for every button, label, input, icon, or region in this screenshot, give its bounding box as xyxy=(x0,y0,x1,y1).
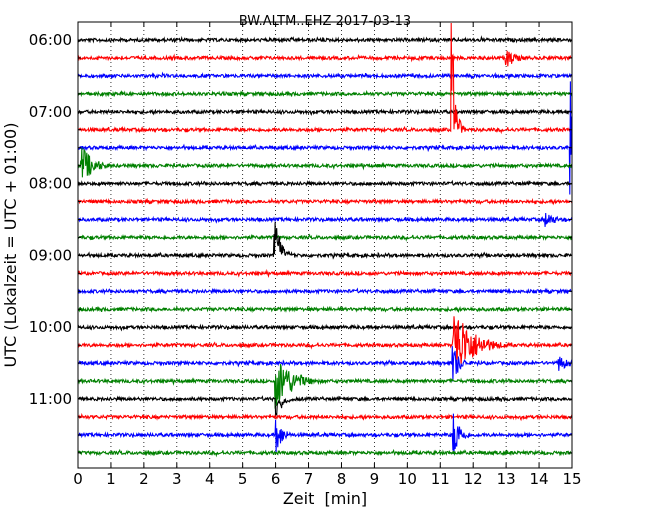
x-tick-label: 6 xyxy=(271,470,281,488)
plot-frame xyxy=(77,21,573,469)
x-tick-label: 1 xyxy=(106,470,116,488)
y-tick-label: 11:00 xyxy=(29,390,72,408)
y-tick-label: 07:00 xyxy=(29,103,72,121)
trace-line xyxy=(77,222,573,260)
trace-line xyxy=(77,50,573,67)
trace-line xyxy=(77,413,573,455)
trace-line xyxy=(77,71,573,81)
trace-line xyxy=(77,81,573,195)
x-tick-label: 2 xyxy=(139,470,149,488)
trace-line xyxy=(77,304,573,314)
trace-line xyxy=(77,147,573,178)
trace-line xyxy=(77,412,573,422)
x-tick-label: 12 xyxy=(464,470,483,488)
trace-line xyxy=(77,287,573,296)
seismic-traces xyxy=(77,22,573,458)
x-tick-label: 4 xyxy=(205,470,215,488)
x-tick-label: 11 xyxy=(431,470,450,488)
x-tick-label: 8 xyxy=(337,470,347,488)
y-axis-label: UTC (Lokalzeit = UTC + 01:00) xyxy=(1,123,20,368)
trace-line xyxy=(77,89,573,98)
trace-line xyxy=(77,22,573,135)
y-tick-label: 08:00 xyxy=(29,175,72,193)
trace-line xyxy=(77,395,573,417)
y-tick-label: 10:00 xyxy=(29,318,72,336)
trace-line xyxy=(77,316,573,366)
grid-lines xyxy=(110,22,540,468)
x-tick-label: 10 xyxy=(398,470,417,488)
trace-line xyxy=(77,268,573,279)
trace-line xyxy=(77,233,573,242)
trace-line xyxy=(77,35,573,44)
x-tick-label: 14 xyxy=(530,470,549,488)
y-tick-label: 09:00 xyxy=(29,246,72,264)
trace-line xyxy=(77,197,573,206)
y-tick-label: 06:00 xyxy=(29,31,72,49)
trace-line xyxy=(77,363,573,409)
trace-line xyxy=(77,179,573,188)
x-tick-label: 5 xyxy=(238,470,248,488)
x-tick-label: 0 xyxy=(73,470,83,488)
x-tick-label: 13 xyxy=(497,470,516,488)
axis-ticks: 0 1 2 3 4 5 6 7 8 9 10 11 12 13 14 1506:0007:0008:0009:… xyxy=(29,22,582,488)
trace-line xyxy=(77,323,573,332)
x-tick-label: 15 xyxy=(562,470,581,488)
trace-line xyxy=(77,108,573,117)
x-tick-label: 3 xyxy=(172,470,182,488)
trace-line xyxy=(77,212,573,227)
x-tick-label: 7 xyxy=(304,470,314,488)
trace-line xyxy=(77,448,573,458)
x-tick-label: 9 xyxy=(370,470,380,488)
x-axis-label: Zeit [min] xyxy=(283,489,367,508)
trace-line xyxy=(77,346,573,382)
